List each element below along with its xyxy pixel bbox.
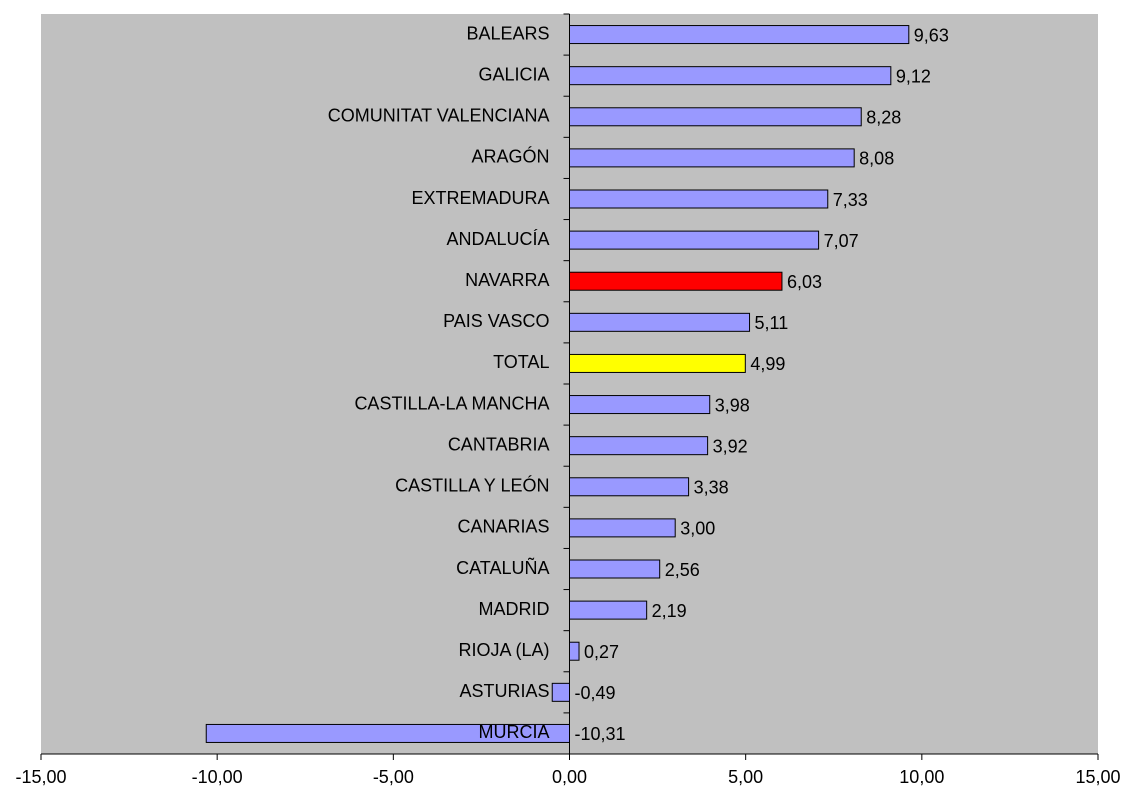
value-label: 3,92 xyxy=(713,436,748,456)
value-label: 3,98 xyxy=(715,395,750,415)
x-tick-label: -10,00 xyxy=(192,767,243,787)
bar xyxy=(569,353,746,373)
y-tick-label: GALICIA xyxy=(478,64,549,84)
x-tick-label: 10,00 xyxy=(899,767,944,787)
bar xyxy=(569,107,862,127)
y-tick-label: ANDALUCÍA xyxy=(446,229,549,249)
value-label: 3,00 xyxy=(680,519,715,539)
x-tick-label: 0,00 xyxy=(552,767,587,787)
y-tick-label: EXTREMADURA xyxy=(411,188,549,208)
x-tick-label: 15,00 xyxy=(1075,767,1120,787)
bar xyxy=(569,25,910,45)
y-tick-label: TOTAL xyxy=(493,352,549,372)
value-label: 8,28 xyxy=(866,108,901,128)
bar xyxy=(569,312,751,332)
value-label: 2,56 xyxy=(665,560,700,580)
y-tick-label: CASTILLA Y LEÓN xyxy=(395,475,549,496)
x-tick-label: -15,00 xyxy=(15,767,66,787)
y-tick-label: BALEARS xyxy=(466,23,549,43)
y-tick-label: COMUNITAT VALENCIANA xyxy=(328,106,550,126)
x-tick-label: 5,00 xyxy=(728,767,763,787)
bar xyxy=(205,723,571,743)
y-tick-label: MADRID xyxy=(479,599,550,619)
bar xyxy=(569,477,690,497)
value-label: 0,27 xyxy=(584,642,619,662)
x-tick-label: -5,00 xyxy=(373,767,414,787)
bar xyxy=(569,189,829,209)
y-tick-label: CANARIAS xyxy=(457,517,549,537)
value-label: 9,63 xyxy=(914,25,949,45)
bar xyxy=(569,641,580,661)
value-label: -10,31 xyxy=(575,724,626,744)
value-label: 5,11 xyxy=(755,313,789,333)
bar xyxy=(569,559,661,579)
value-label: 9,12 xyxy=(896,66,931,86)
bar xyxy=(569,436,709,456)
y-tick-label: ASTURIAS xyxy=(459,681,549,701)
value-label: 7,33 xyxy=(833,190,868,210)
y-tick-label: NAVARRA xyxy=(465,270,549,290)
y-tick-label: MURCIA xyxy=(479,722,550,742)
y-tick-label: PAIS VASCO xyxy=(443,311,549,331)
bar xyxy=(569,395,711,415)
y-tick-label: CATALUÑA xyxy=(456,557,549,578)
value-label: 6,03 xyxy=(787,272,822,292)
bar xyxy=(569,148,855,168)
value-label: 3,38 xyxy=(694,478,729,498)
bar xyxy=(569,230,820,250)
y-tick-label: CASTILLA-LA MANCHA xyxy=(354,393,549,413)
bar xyxy=(569,271,783,291)
value-label: 8,08 xyxy=(859,149,894,169)
bar xyxy=(569,518,676,538)
bar xyxy=(551,682,570,702)
value-label: -0,49 xyxy=(575,683,616,703)
y-tick-label: ARAGÓN xyxy=(471,146,549,167)
bar xyxy=(569,600,648,620)
value-label: 4,99 xyxy=(750,354,785,374)
y-tick-label: RIOJA (LA) xyxy=(458,640,549,660)
y-tick-label: CANTABRIA xyxy=(448,434,550,454)
value-label: 7,07 xyxy=(824,231,859,251)
bar xyxy=(569,66,892,86)
value-label: 2,19 xyxy=(652,601,687,621)
